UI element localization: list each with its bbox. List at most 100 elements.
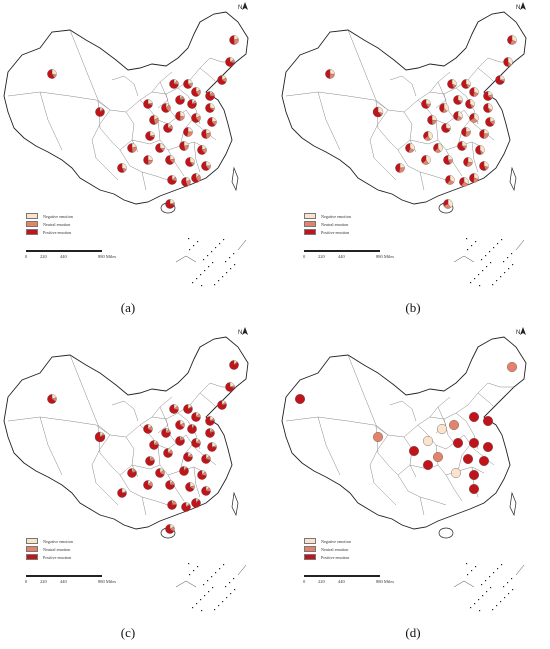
emotion-pie [469, 113, 479, 123]
emotion-pie [175, 420, 185, 430]
pie-slice-positive [465, 99, 473, 109]
pie-slice-positive [443, 199, 449, 207]
emotion-pie [143, 155, 153, 165]
emotion-pie [165, 480, 175, 490]
country-outline [281, 11, 527, 205]
country-outline [281, 336, 527, 530]
legend-item-positive: Positive emotion [26, 228, 73, 236]
legend-swatch-positive [26, 229, 38, 235]
pie-slice-positive [47, 394, 56, 404]
pie-slice-positive [165, 155, 174, 165]
north-arrow: N [238, 330, 243, 336]
pie-slice-positive [463, 157, 469, 167]
pie-slice-positive [181, 502, 191, 512]
legend-swatch-neutral [304, 221, 316, 227]
pie-slice-positive [475, 145, 482, 155]
pie-slice-positive [183, 452, 193, 462]
emotion-pie [439, 103, 449, 113]
emotion-pie [167, 175, 177, 185]
pie-slice-positive [169, 404, 179, 414]
emotion-dot-negative [436, 423, 447, 434]
province-border [487, 382, 514, 388]
province-border [199, 67, 217, 83]
pie-slice-positive [325, 69, 331, 79]
pie-slice-positive [185, 157, 194, 167]
emotion-pie [187, 99, 197, 109]
emotion-pie [169, 79, 179, 89]
emotion-pie [181, 177, 191, 187]
pie-slice-positive [143, 424, 153, 434]
province-border [185, 109, 217, 141]
emotion-pie [183, 452, 193, 462]
pie-slice-positive [201, 161, 210, 171]
emotion-pie [187, 424, 197, 434]
country-outline [3, 11, 249, 205]
pie-slice-positive [143, 99, 153, 109]
province-border [389, 400, 417, 422]
north-arrow-icon [520, 2, 526, 10]
emotion-pie [457, 141, 467, 151]
pie-slice-positive [483, 103, 491, 113]
emotion-pie [183, 79, 193, 89]
pie-slice-positive [205, 103, 214, 113]
emotion-pie [191, 173, 201, 183]
province-border [141, 496, 147, 516]
legend: Negative emotion Neutral emotion Positiv… [304, 537, 351, 561]
emotion-pie [372, 106, 384, 118]
taiwan-island [509, 166, 517, 192]
pie-slice-positive [372, 106, 382, 118]
emotion-pie [421, 155, 431, 165]
emotion-pie [155, 143, 165, 153]
emotion-pie [217, 400, 227, 410]
pie-slice-positive [179, 141, 186, 151]
emotion-pie [445, 175, 455, 185]
emotion-dot-positive [408, 445, 419, 456]
province-border [369, 434, 397, 506]
emotion-pie [185, 482, 195, 492]
map-panel-d: N Negative emotion Neutral emotion Posit… [278, 325, 548, 645]
emotion-pie [145, 456, 155, 466]
emotion-pie [167, 500, 177, 510]
north-arrow-icon [242, 327, 248, 335]
pie-slice-positive [47, 69, 55, 79]
emotion-pie [229, 360, 239, 370]
emotion-pie [191, 438, 201, 448]
emotion-pie [201, 129, 211, 139]
emotion-pie [161, 103, 171, 113]
pie-slice-positive [183, 127, 189, 137]
legend-swatch-positive [304, 229, 316, 235]
pie-slice-positive [229, 35, 235, 45]
scale-bar: 0 220 440 880 Miles [25, 572, 126, 586]
emotion-pie [475, 145, 485, 155]
pie-slice-positive [461, 127, 467, 137]
emotion-pie [179, 141, 189, 151]
emotion-dot-neutral [506, 362, 517, 373]
south-china-sea-islands [453, 238, 525, 287]
province-border [347, 29, 389, 111]
emotion-pie [205, 91, 215, 101]
emotion-pie [205, 416, 215, 426]
pie-slice-positive [175, 95, 185, 105]
province-border [193, 141, 201, 173]
pie-slice-positive [167, 500, 177, 510]
province-border [185, 434, 217, 466]
legend: Negative emotion Neutral emotion Positiv… [304, 212, 351, 236]
pie-slice-positive [94, 431, 106, 443]
pie-slice-positive [453, 95, 462, 105]
emotion-dot-neutral [448, 419, 459, 430]
pie-slice-positive [457, 141, 466, 151]
pie-slice-positive [469, 173, 475, 183]
emotion-pie [145, 131, 155, 141]
emotion-pie [453, 95, 463, 105]
pie-slice-positive [169, 79, 179, 89]
province-border [419, 171, 425, 191]
emotion-pie [453, 111, 463, 121]
pie-slice-positive [163, 448, 173, 458]
panel-label: (c) [120, 625, 136, 640]
pie-slice-positive [225, 57, 235, 67]
province-border [435, 81, 447, 109]
pie-slice-positive [183, 404, 193, 414]
province-border [375, 99, 411, 151]
emotion-pie [143, 99, 153, 109]
pie-slice-positive [439, 103, 445, 113]
